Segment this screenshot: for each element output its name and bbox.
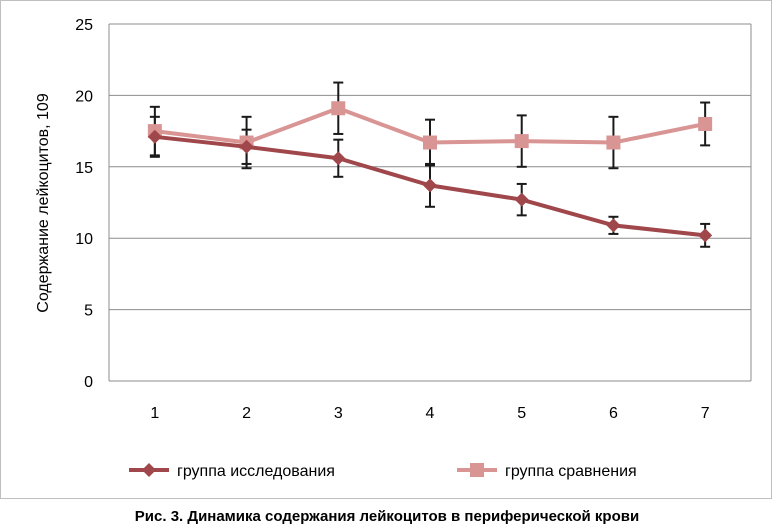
y-tick-label: 5 <box>84 303 93 320</box>
line-chart: 0 5 10 15 20 25 1 2 3 4 5 6 7 Содержание лейкоцитов, … <box>35 17 752 480</box>
x-tick-label: 7 <box>701 405 710 422</box>
data-point <box>514 134 529 149</box>
legend-item: группа исследования <box>129 463 335 480</box>
chart-area: 0 5 10 15 20 25 1 2 3 4 5 6 7 Содержание лейкоцитов, … <box>0 0 772 499</box>
y-tick-label: 10 <box>75 231 93 248</box>
figure-caption: Рис. 3. Динамика содержания лейкоцитов в… <box>134 508 640 525</box>
y-tick-label: 15 <box>75 160 93 177</box>
data-point <box>331 151 346 166</box>
legend-label: группа исследования <box>177 463 335 480</box>
data-point <box>698 116 713 131</box>
data-point <box>606 218 621 233</box>
y-tick-label: 25 <box>75 17 93 34</box>
legend-marker <box>470 463 484 477</box>
legend-item: группа сравнения <box>457 463 637 480</box>
data-point <box>423 135 437 150</box>
data-point <box>331 101 346 116</box>
x-tick-label: 1 <box>150 405 159 422</box>
y-tick-label: 0 <box>84 374 93 391</box>
data-point <box>147 129 162 144</box>
data-point <box>423 178 437 193</box>
x-tick-label: 6 <box>609 405 618 422</box>
x-tick-label: 5 <box>517 405 526 422</box>
data-point <box>514 192 529 207</box>
legend-marker <box>142 463 156 477</box>
y-axis-label: Содержание лейкоцитов, 109 <box>35 93 52 313</box>
y-tick-label: 20 <box>75 88 93 105</box>
x-tick-label: 4 <box>426 405 435 422</box>
x-tick-label: 2 <box>242 405 251 422</box>
x-tick-label: 3 <box>334 405 343 422</box>
data-point <box>606 135 621 150</box>
data-point <box>239 139 254 154</box>
data-point <box>698 228 713 243</box>
legend-label: группа сравнения <box>505 463 637 480</box>
